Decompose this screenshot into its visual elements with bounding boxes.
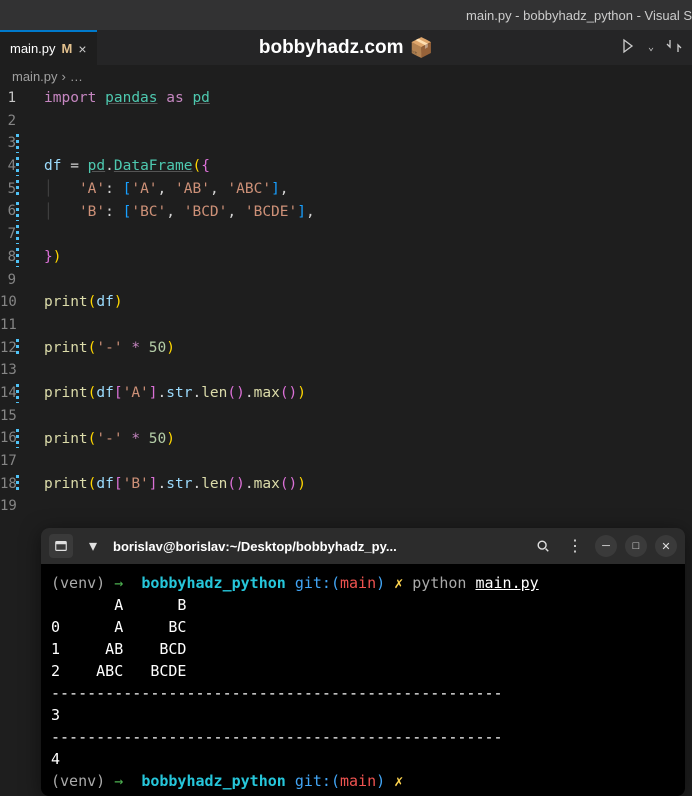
- breadcrumb[interactable]: main.py › …: [0, 65, 692, 87]
- close-button[interactable]: ✕: [655, 535, 677, 557]
- code-editor[interactable]: 12345678910111213141516171819 import pan…: [0, 87, 692, 518]
- terminal-window[interactable]: ▾ borislav@borislav:~/Desktop/bobbyhadz_…: [41, 528, 685, 796]
- search-icon[interactable]: [531, 534, 555, 558]
- terminal-body[interactable]: (venv) → bobbyhadz_python git:(main) ✗ p…: [41, 564, 685, 796]
- terminal-title: borislav@borislav:~/Desktop/bobbyhadz_py…: [113, 539, 523, 554]
- breadcrumb-sep: ›: [62, 69, 66, 84]
- line-gutter: 12345678910111213141516171819: [0, 87, 26, 518]
- breadcrumb-more: …: [70, 69, 83, 84]
- title-bar-text: main.py - bobbyhadz_python - Visual S: [466, 8, 692, 23]
- title-bar: main.py - bobbyhadz_python - Visual S: [0, 0, 692, 30]
- cube-icon: 📦: [409, 36, 433, 60]
- tab-actions: ⌄: [620, 38, 682, 58]
- menu-icon[interactable]: ⋮: [563, 534, 587, 558]
- minimize-button[interactable]: ─: [595, 535, 617, 557]
- tab-main-py[interactable]: main.py M ×: [0, 30, 97, 65]
- new-tab-button[interactable]: [49, 534, 73, 558]
- close-icon[interactable]: ×: [78, 41, 86, 57]
- watermark: bobbyhadz.com 📦: [259, 36, 433, 60]
- maximize-button[interactable]: □: [625, 535, 647, 557]
- tab-label: main.py: [10, 41, 56, 56]
- terminal-header: ▾ borislav@borislav:~/Desktop/bobbyhadz_…: [41, 528, 685, 564]
- breadcrumb-file: main.py: [12, 69, 58, 84]
- compare-icon[interactable]: [666, 38, 682, 58]
- code-content[interactable]: import pandas as pd df = pd.DataFrame({ …: [26, 87, 315, 518]
- dropdown-icon[interactable]: ▾: [81, 534, 105, 558]
- watermark-text: bobbyhadz.com: [259, 37, 404, 59]
- chevron-down-icon[interactable]: ⌄: [648, 42, 654, 53]
- run-icon[interactable]: [620, 38, 636, 58]
- tab-bar: main.py M × bobbyhadz.com 📦 ⌄: [0, 30, 692, 65]
- tab-modified-marker: M: [62, 41, 73, 56]
